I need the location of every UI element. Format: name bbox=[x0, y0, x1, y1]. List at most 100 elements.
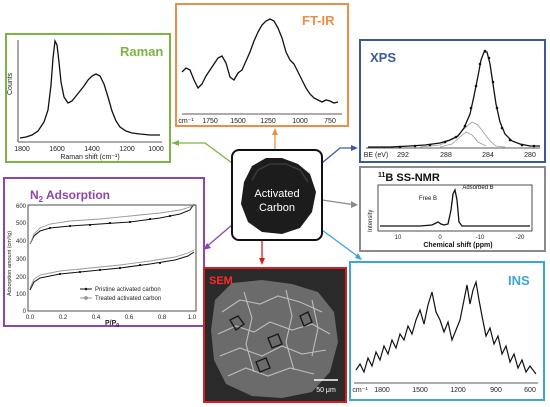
ins-panel: INS cm⁻¹ 1800 1500 1200 900 600 bbox=[349, 261, 545, 401]
sem-image bbox=[211, 280, 338, 398]
adsorption-ylabel: Adsorption amount (cm³/g) bbox=[7, 231, 13, 296]
legend-marker-pristine bbox=[84, 287, 88, 291]
ins-tick-1500: 1500 bbox=[412, 387, 428, 394]
raman-tick-1000: 1000 bbox=[148, 146, 164, 153]
adsorption-ytick-200: 200 bbox=[16, 275, 27, 281]
xps-unit: BE (eV) bbox=[364, 152, 389, 159]
xps-data-points bbox=[398, 49, 536, 149]
xps-tick-292: 292 bbox=[397, 152, 409, 159]
legend-marker-treated bbox=[84, 296, 88, 300]
activated-carbon-image bbox=[241, 158, 316, 234]
sem-texture bbox=[217, 289, 331, 377]
xps-fit-component-2 bbox=[439, 131, 487, 148]
ins-tick-1200: 1200 bbox=[450, 387, 466, 394]
arrowhead-nmr bbox=[351, 201, 358, 208]
arrowhead-xps bbox=[351, 145, 358, 151]
adsorption-ytick-300: 300 bbox=[16, 257, 27, 263]
adsorption-xtick-0.6: 0.6 bbox=[125, 315, 134, 321]
ftir-tick-1250: 1250 bbox=[260, 118, 276, 125]
raman-tick-1400: 1400 bbox=[84, 146, 100, 153]
connectors bbox=[172, 128, 362, 265]
connector-ins bbox=[321, 229, 361, 259]
legend-label-treated: Treated activated carbon bbox=[95, 296, 161, 302]
ftir-tick-1500: 1500 bbox=[230, 118, 246, 125]
sem-scale-label: 50 μm bbox=[316, 387, 336, 394]
adsorption-xtick-0.4: 0.4 bbox=[92, 315, 101, 321]
nmr-tick-minus20: -20 bbox=[516, 235, 525, 241]
isotherm-treated-lower bbox=[29, 249, 195, 289]
adsorption-ytick-500: 500 bbox=[16, 221, 27, 227]
adsorption-title-sub: 2 bbox=[39, 195, 44, 204]
nmr-tick-0: 0 bbox=[438, 235, 442, 241]
ftir-tick-750: 750 bbox=[324, 118, 336, 125]
adsorption-title-post: Adsorption bbox=[43, 188, 110, 202]
ins-tick-600: 600 bbox=[524, 387, 536, 394]
isotherm-treated-upper bbox=[29, 203, 195, 245]
xps-panel: XPS BE (eV) 292 288 284 280 bbox=[359, 39, 546, 163]
connector-raman bbox=[172, 142, 233, 164]
ftir-spectrum bbox=[181, 18, 339, 104]
nmr-tick-10: 10 bbox=[395, 235, 402, 241]
raman-tick-1600: 1600 bbox=[49, 146, 65, 153]
nmr-tick-minus10: -10 bbox=[476, 235, 485, 241]
xps-tick-288: 288 bbox=[440, 152, 452, 159]
center-label-line1: Activated bbox=[254, 188, 299, 200]
center-panel: Activated Carbon bbox=[231, 149, 323, 241]
nmr-title: 11B SS-NMR bbox=[378, 172, 440, 184]
arrowhead-ins bbox=[355, 253, 362, 260]
arrowhead-sem bbox=[259, 258, 265, 265]
connector-nmr bbox=[321, 199, 357, 206]
adsorption-frame bbox=[3, 177, 205, 327]
sem-panel: SEM 50 μm bbox=[203, 267, 347, 403]
connector-xps bbox=[321, 147, 356, 164]
xps-fit-component-1 bbox=[419, 121, 506, 148]
nmr-spectrum bbox=[380, 188, 530, 227]
adsorption-xlabel-sub: 0 bbox=[116, 323, 119, 329]
nmr-frame bbox=[359, 166, 546, 252]
ftir-title: FT-IR bbox=[302, 13, 335, 28]
arrowhead-ftir bbox=[272, 128, 278, 135]
ftir-tick-1750: 1750 bbox=[202, 118, 218, 125]
raman-ylabel: Counts bbox=[7, 72, 14, 95]
raman-panel: Raman Counts 1800 1600 1400 1200 1000 Ra… bbox=[5, 33, 171, 163]
raman-spectrum bbox=[19, 38, 160, 139]
connector-adsorption bbox=[204, 224, 233, 249]
raman-frame bbox=[5, 33, 171, 163]
ins-frame bbox=[349, 261, 545, 401]
raman-tick-1200: 1200 bbox=[119, 146, 135, 153]
raman-xlabel: Raman shift (cm⁻¹) bbox=[60, 154, 119, 161]
arrowhead-raman bbox=[172, 140, 179, 146]
legend-label-pristine: Pristine activated carbon bbox=[95, 287, 161, 293]
ins-unit: cm⁻¹ bbox=[352, 387, 368, 394]
ins-tick-900: 900 bbox=[490, 387, 502, 394]
xps-tick-284: 284 bbox=[482, 152, 494, 159]
nmr-plot-area bbox=[377, 184, 533, 232]
adsorption-plot-area bbox=[27, 204, 197, 312]
isotherm-pristine-upper bbox=[29, 203, 195, 245]
isotherm-markers bbox=[48, 214, 172, 276]
adsorption-ytick-600: 600 bbox=[16, 204, 27, 210]
adsorption-xtick-0.8: 0.8 bbox=[158, 315, 167, 321]
adsorption-title-n: N bbox=[30, 188, 39, 202]
nmr-label-free: Free B bbox=[419, 196, 437, 202]
raman-title: Raman bbox=[120, 44, 163, 59]
adsorption-ytick-100: 100 bbox=[16, 292, 27, 298]
ftir-tick-1000: 1000 bbox=[292, 118, 308, 125]
adsorption-xlabel-p: P/P bbox=[105, 320, 117, 327]
adsorption-xlabel: P/P0 bbox=[105, 320, 119, 329]
sem-pores bbox=[229, 311, 313, 373]
sem-title: SEM bbox=[209, 275, 233, 287]
adsorption-xtick-0.0: 0.0 bbox=[26, 315, 35, 321]
ftir-unit: cm⁻¹ bbox=[178, 118, 194, 125]
isotherm-pristine-lower bbox=[29, 251, 195, 291]
nmr-xlabel: Chemical shift (ppm) bbox=[423, 242, 492, 249]
raman-tick-1800: 1800 bbox=[14, 146, 30, 153]
xps-title: XPS bbox=[370, 50, 396, 65]
carbon-texture bbox=[251, 163, 309, 183]
adsorption-ytick-400: 400 bbox=[16, 239, 27, 245]
ins-tick-1800: 1800 bbox=[374, 387, 390, 394]
nmr-title-isotope: 11 bbox=[378, 172, 386, 179]
xps-tick-280: 280 bbox=[524, 152, 536, 159]
nmr-title-text: B SS-NMR bbox=[385, 172, 439, 184]
